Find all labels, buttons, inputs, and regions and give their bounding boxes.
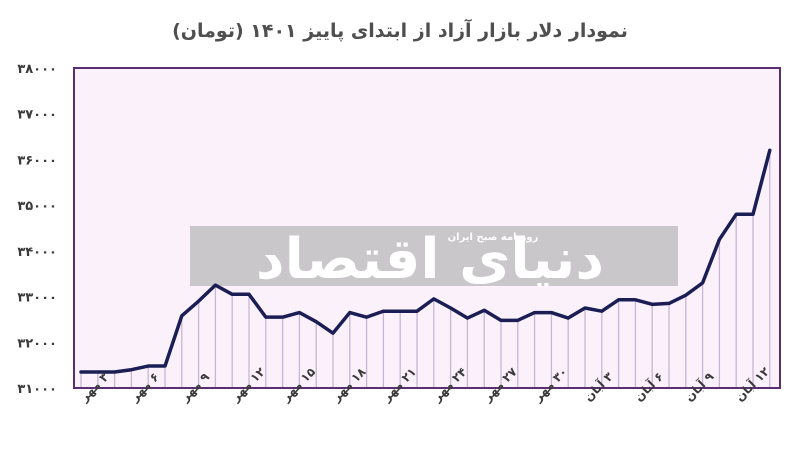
drop-lines [80, 150, 771, 388]
watermark-tagline: روزنامه صبح ایران [448, 232, 539, 243]
y-tick-label: ۳۷۰۰۰ [17, 108, 57, 123]
y-tick-label: ۳۲۰۰۰ [17, 336, 57, 351]
watermark-brand: دنیای اقتصاد [256, 227, 604, 292]
plot-frame [73, 67, 781, 389]
y-tick-label: ۳۳۰۰۰ [17, 291, 57, 306]
series-line-group [79, 148, 772, 374]
y-tick-label: ۳۵۰۰۰ [17, 199, 57, 214]
watermark-band [190, 226, 678, 286]
y-tick-label: ۳۴۰۰۰ [17, 245, 57, 260]
y-tick-label: ۳۶۰۰۰ [17, 153, 57, 168]
y-tick-label: ۳۱۰۰۰ [17, 382, 57, 397]
y-axis: ۳۱۰۰۰ ۳۲۰۰۰ ۳۳۰۰۰ ۳۴۰۰۰ ۳۵۰۰۰ ۳۶۰۰۰ ۳۷۰۰۰ ۳۸۰۰۰ [17, 62, 57, 397]
watermark-logo: دنیای اقتصاد روزنامه صبح ایران [190, 226, 678, 292]
series-line [79, 148, 772, 374]
chart-title: نمودار دلار بازار آزاد از ابتدای پاییز ۱… [172, 20, 628, 42]
y-tick-label: ۳۸۰۰۰ [17, 62, 57, 77]
